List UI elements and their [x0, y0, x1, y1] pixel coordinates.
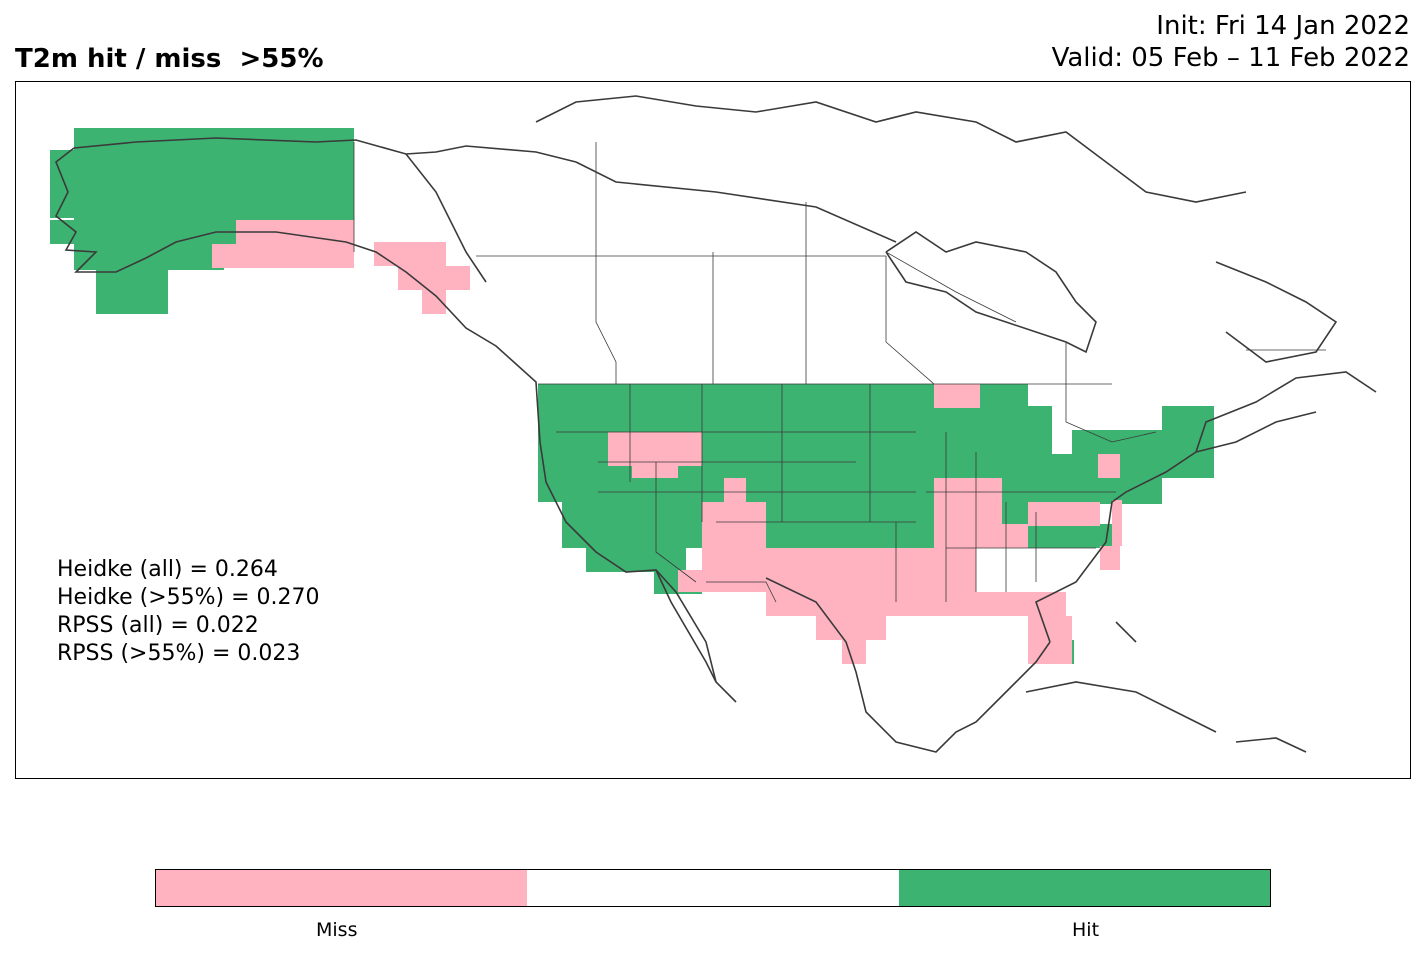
- colorbar-hit-label: Hit: [1072, 919, 1100, 941]
- init-date: Init: Fri 14 Jan 2022: [1156, 11, 1410, 41]
- conus-hit-cells: [538, 384, 1214, 664]
- map-panel: [15, 81, 1411, 779]
- heidke-all: Heidke (all) = 0.264: [57, 557, 278, 582]
- skill-scores: Heidke (all) = 0.264 Heidke (>55%) = 0.2…: [57, 556, 320, 668]
- alaska-cells: [50, 128, 354, 314]
- colorbar-neutral-segment: [527, 870, 899, 906]
- date-info: Init: Fri 14 Jan 2022 Valid: 05 Feb – 11…: [1052, 10, 1410, 74]
- heidke-55: Heidke (>55%) = 0.270: [57, 585, 320, 610]
- rpss-all: RPSS (all) = 0.022: [57, 613, 259, 638]
- colorbar: [155, 869, 1271, 907]
- map-canvas: [50, 95, 1377, 753]
- coastlines: [54, 95, 1377, 753]
- colorbar-miss-label: Miss: [316, 919, 358, 941]
- map-title: T2m hit / miss >55%: [15, 44, 324, 74]
- colorbar-miss-segment: [156, 870, 528, 906]
- conus-miss-cells: [608, 384, 1122, 664]
- state-province-borders: [353, 142, 1326, 603]
- alaska-miss-cells: [212, 220, 470, 314]
- rpss-55: RPSS (>55%) = 0.023: [57, 641, 301, 666]
- valid-period: Valid: 05 Feb – 11 Feb 2022: [1051, 43, 1410, 73]
- colorbar-hit-segment: [898, 870, 1270, 906]
